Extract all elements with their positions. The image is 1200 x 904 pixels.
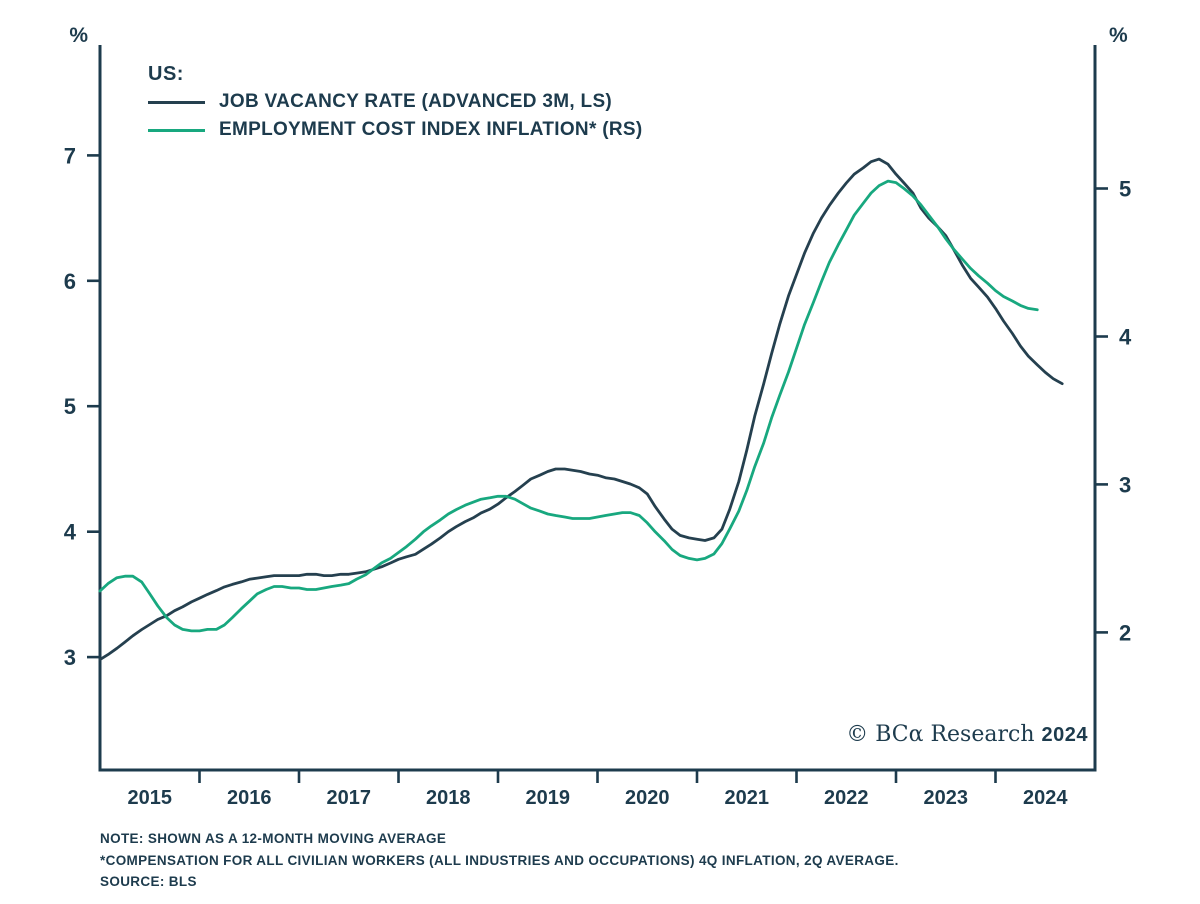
- axis-frame: [98, 45, 1097, 772]
- x-axis-year-label: 2022: [824, 787, 869, 809]
- right-axis-tick-label: 5: [1119, 177, 1131, 202]
- watermark-year: 2024: [1041, 724, 1088, 746]
- x-axis-year-label: 2016: [227, 787, 272, 809]
- series-line-0: [98, 157, 1064, 661]
- legend-label-eci-inflation: EMPLOYMENT COST INDEX INFLATION* (RS): [219, 119, 643, 140]
- left-axis-tick-label: 7: [64, 143, 76, 168]
- legend-swatch-eci-inflation: [148, 128, 205, 132]
- left-axis-unit: %: [69, 24, 88, 47]
- right-axis-unit: %: [1109, 24, 1128, 47]
- bca-research-watermark: © BCα Research 2024: [846, 722, 1088, 747]
- left-axis-tick-label: 4: [64, 520, 77, 545]
- x-axis-year-label: 2019: [526, 787, 571, 809]
- x-axis-year-label: 2017: [327, 787, 372, 809]
- chart-footnotes: NOTE: SHOWN AS A 12-MONTH MOVING AVERAGE…: [100, 828, 899, 893]
- right-axis-tick-label: 4: [1119, 325, 1132, 350]
- legend-entry-job-vacancy: JOB VACANCY RATE (ADVANCED 3M, LS): [148, 88, 642, 116]
- legend-label-job-vacancy: JOB VACANCY RATE (ADVANCED 3M, LS): [219, 91, 613, 112]
- chart-legend: US: JOB VACANCY RATE (ADVANCED 3M, LS) E…: [148, 60, 642, 144]
- x-axis-year-label: 2023: [924, 787, 969, 809]
- x-axis-year-label: 2024: [1023, 787, 1068, 809]
- right-axis-tick-label: 2: [1119, 620, 1131, 645]
- legend-swatch-job-vacancy: [148, 100, 205, 104]
- x-axis-year-label: 2021: [725, 787, 770, 809]
- watermark-text: © BCα Research: [846, 722, 1035, 747]
- x-axis-year-label: 2020: [625, 787, 670, 809]
- footnote-compensation: *COMPENSATION FOR ALL CIVILIAN WORKERS (…: [100, 852, 899, 868]
- legend-entry-eci-inflation: EMPLOYMENT COST INDEX INFLATION* (RS): [148, 116, 642, 144]
- x-axis-year-label: 2015: [128, 787, 173, 809]
- legend-title: US:: [148, 63, 184, 85]
- left-axis-tick-label: 3: [64, 645, 76, 670]
- left-axis-tick-label: 5: [64, 394, 76, 419]
- x-axis-year-label: 2018: [426, 787, 471, 809]
- left-axis-tick-label: 6: [64, 269, 76, 294]
- series-line-1: [98, 179, 1039, 633]
- footnote-source: SOURCE: BLS: [100, 874, 197, 889]
- right-axis-tick-label: 3: [1119, 472, 1131, 497]
- footnote-moving-average: NOTE: SHOWN AS A 12-MONTH MOVING AVERAGE: [100, 831, 447, 846]
